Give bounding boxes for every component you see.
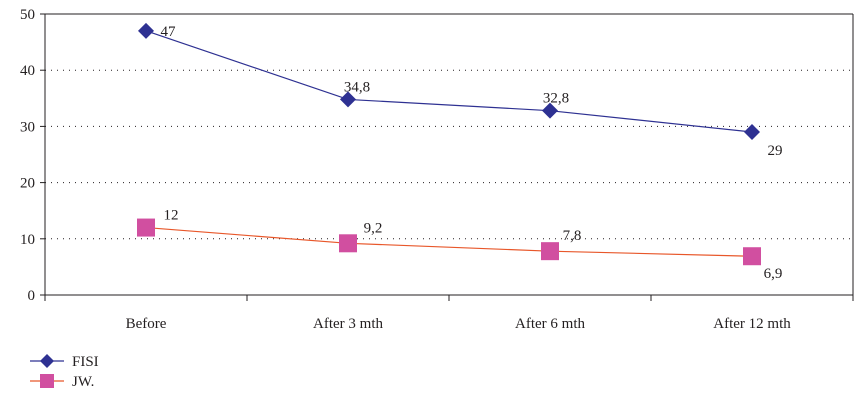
data-label: 29 (768, 143, 783, 159)
data-label: 6,9 (764, 266, 783, 282)
diamond-marker (744, 124, 760, 141)
x-tick-label: After 3 mth (313, 316, 383, 332)
square-marker (339, 234, 357, 253)
legend-label: FISI (72, 354, 99, 370)
data-label: 9,2 (364, 220, 383, 236)
legend-diamond-marker (40, 354, 54, 368)
square-marker (743, 247, 761, 266)
diamond-marker (138, 22, 154, 39)
axes: 0 10 20 30 40 50 Before After 3 mth After 6 mth A… (20, 7, 854, 332)
x-tick-label: Before (126, 316, 167, 332)
data-label: 32,8 (543, 91, 569, 107)
y-tick-label: 0 (28, 288, 36, 304)
legend-square-marker (40, 374, 54, 388)
series-line-1 (145, 30, 753, 133)
y-tick-label: 10 (20, 232, 35, 248)
series-line-2 (145, 226, 753, 257)
diamond-marker (340, 91, 356, 108)
data-labels: 47 34,8 32,8 29 12 9,2 7,8 6,9 (161, 24, 783, 282)
y-tick-label: 40 (20, 63, 35, 79)
data-label: 7,8 (563, 228, 582, 244)
x-tick-label: After 12 mth (713, 316, 791, 332)
square-marker (137, 218, 155, 237)
diamond-marker (542, 102, 558, 119)
y-tick-label: 50 (20, 7, 35, 23)
legend: FISI JW. (30, 354, 99, 390)
x-tick-label: After 6 mth (515, 316, 585, 332)
y-tick-label: 30 (20, 119, 35, 135)
legend-label: JW. (72, 374, 94, 390)
data-label: 47 (161, 24, 177, 40)
series-lines (137, 22, 761, 266)
square-marker (541, 242, 559, 261)
data-label: 34,8 (344, 79, 370, 95)
y-tick-label: 20 (20, 176, 35, 192)
data-label: 12 (164, 208, 179, 224)
